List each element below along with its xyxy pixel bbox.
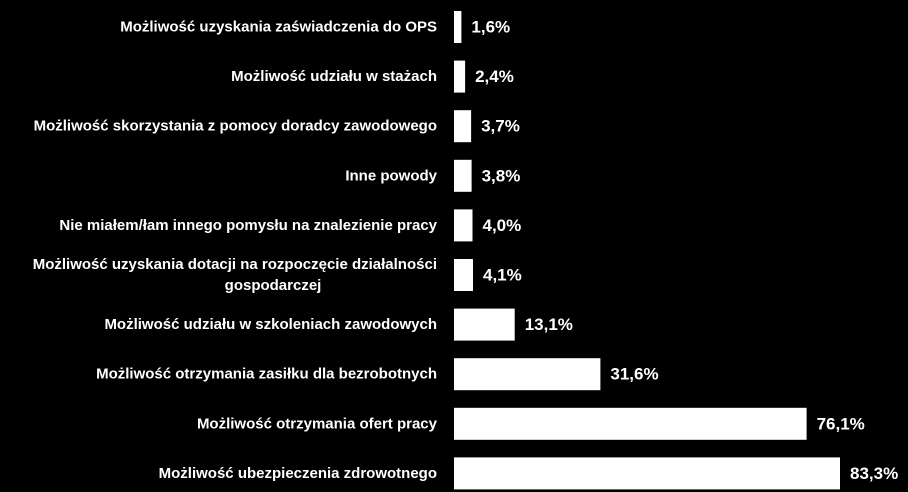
bar-2 [454,110,472,143]
category-label-9: Możliwość ubezpieczenia zdrowotnego [159,465,437,482]
bar-4 [454,209,473,242]
value-labels: 1,6% 2,4% 3,7% 3,8% 4,0% 4,1% 13,1% 31,6% 76,1% 8… [471,18,898,483]
category-label-4: Nie miałem/łam innego pomysłu na znalezi… [59,217,437,234]
bar-9 [454,457,840,490]
value-label-4: 4,0% [483,216,522,235]
bar-3 [454,159,472,192]
category-label-6: Możliwość udziału w szkoleniach zawodowy… [104,316,437,333]
bar-5 [454,259,473,291]
value-label-8: 76,1% [817,414,865,433]
category-label-3: Inne powody [345,167,437,184]
category-label-2: Możliwość skorzystania z pomocy doradcy … [34,118,437,135]
bar-0 [454,11,462,43]
value-label-2: 3,7% [481,117,520,136]
value-label-7: 31,6% [610,365,658,384]
category-labels: Możliwość uzyskania zaświadczenia do OPS… [33,19,438,482]
bar-1 [454,60,466,93]
value-label-5: 4,1% [483,266,522,285]
bars [454,11,840,490]
value-label-1: 2,4% [475,67,514,86]
category-label-5: Możliwość uzyskania dotacji na rozpoczęc… [33,256,437,294]
value-label-6: 13,1% [525,315,573,334]
category-label-8: Możliwość otrzymania ofert pracy [197,415,438,432]
category-label-5-line-1: gospodarczej [225,277,322,294]
value-label-3: 3,8% [482,166,521,185]
value-label-0: 1,6% [471,18,510,37]
category-label-7: Możliwość otrzymania zasiłku dla bezrobo… [96,366,437,383]
bar-7 [454,358,601,391]
category-label-5-line-0: Możliwość uzyskania dotacji na rozpoczęc… [33,256,437,273]
bar-8 [454,407,807,440]
category-label-1: Możliwość udziału w stażach [231,68,437,85]
category-label-0: Możliwość uzyskania zaświadczenia do OPS [120,19,437,36]
bar-6 [454,308,515,341]
value-label-9: 83,3% [850,464,898,483]
